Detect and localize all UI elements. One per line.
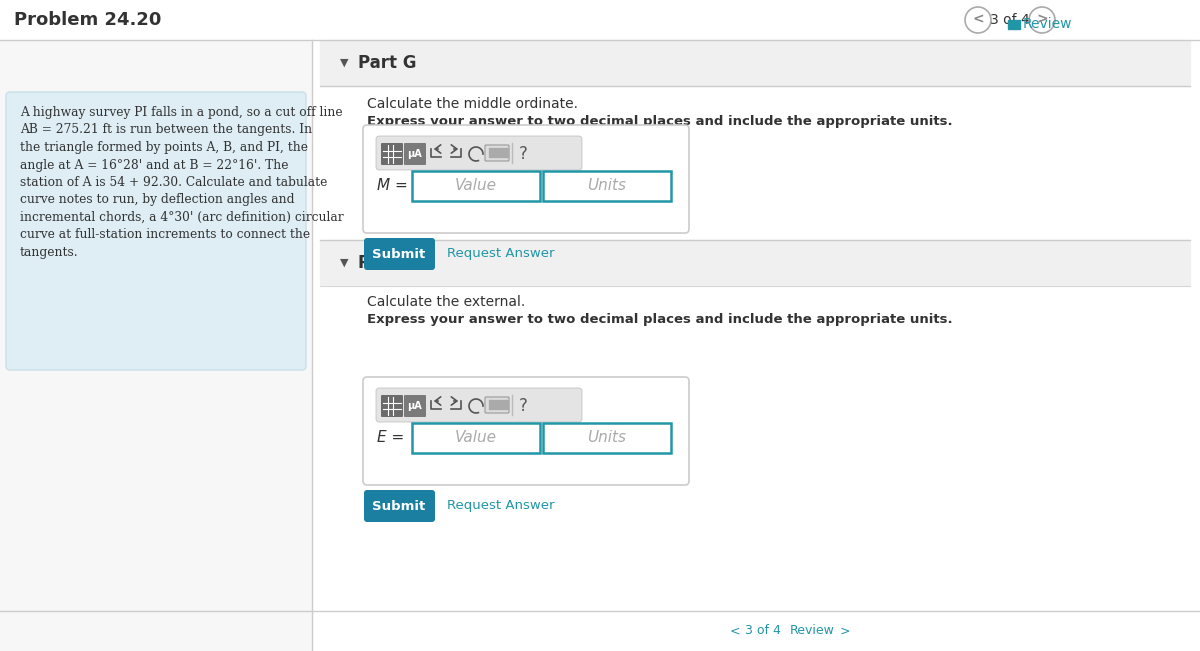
Bar <box>499 148 503 150</box>
Bar <box>504 151 508 154</box>
Bar <box>494 148 498 150</box>
Bar <box>412 171 540 201</box>
Text: Submit: Submit <box>372 499 426 512</box>
Bar <box>1008 20 1020 29</box>
Bar <box>0 40 312 651</box>
Bar <box>504 154 508 157</box>
Text: >: > <box>1036 12 1048 27</box>
Bar <box>412 423 540 453</box>
FancyBboxPatch shape <box>404 143 426 165</box>
Bar <box>504 406 508 409</box>
FancyBboxPatch shape <box>485 397 509 413</box>
Bar <box>504 148 508 150</box>
Bar <box>494 400 498 402</box>
Bar <box>490 403 492 406</box>
Text: Request Answer: Request Answer <box>446 247 554 260</box>
FancyBboxPatch shape <box>485 145 509 161</box>
Text: >: > <box>840 624 851 637</box>
FancyBboxPatch shape <box>376 136 582 170</box>
FancyBboxPatch shape <box>382 143 403 165</box>
Text: AB = 275.21 ft is run between the tangents. In: AB = 275.21 ft is run between the tangen… <box>20 124 312 137</box>
Text: M =: M = <box>377 178 408 193</box>
Bar <box>490 154 492 157</box>
Bar <box>490 148 492 150</box>
Text: 3 of 4: 3 of 4 <box>745 624 781 637</box>
Bar <box>504 403 508 406</box>
Bar <box>499 406 503 409</box>
Text: ?: ? <box>518 397 528 415</box>
Bar <box>320 240 1190 286</box>
Bar <box>494 151 498 154</box>
Text: Value: Value <box>455 430 497 445</box>
FancyBboxPatch shape <box>364 238 436 270</box>
Bar <box>499 400 503 402</box>
Text: μA: μA <box>408 401 422 411</box>
FancyBboxPatch shape <box>382 395 403 417</box>
Text: Units: Units <box>588 178 626 193</box>
FancyBboxPatch shape <box>6 92 306 370</box>
Text: tangents.: tangents. <box>20 246 79 259</box>
Bar <box>494 406 498 409</box>
FancyBboxPatch shape <box>404 395 426 417</box>
Bar <box>499 403 503 406</box>
Text: Part G: Part G <box>358 54 416 72</box>
Bar <box>494 403 498 406</box>
Text: Request Answer: Request Answer <box>446 499 554 512</box>
Bar <box>0 0 1200 40</box>
Bar <box>499 154 503 157</box>
Text: <: < <box>972 12 984 27</box>
Text: incremental chords, a 4°30' (arc definition) circular: incremental chords, a 4°30' (arc definit… <box>20 211 343 224</box>
FancyBboxPatch shape <box>376 388 582 422</box>
Bar <box>499 151 503 154</box>
Text: curve notes to run, by deflection angles and: curve notes to run, by deflection angles… <box>20 193 294 206</box>
Bar <box>490 151 492 154</box>
Text: <: < <box>730 624 740 637</box>
Text: Part H: Part H <box>358 254 416 272</box>
Text: Value: Value <box>455 178 497 193</box>
Text: μA: μA <box>408 149 422 159</box>
Text: curve at full-station increments to connect the: curve at full-station increments to conn… <box>20 229 310 242</box>
Text: Express your answer to two decimal places and include the appropriate units.: Express your answer to two decimal place… <box>367 313 953 326</box>
Bar <box>542 171 671 201</box>
Text: 3 of 4: 3 of 4 <box>990 13 1030 27</box>
FancyBboxPatch shape <box>364 377 689 485</box>
Bar <box>504 400 508 402</box>
FancyBboxPatch shape <box>364 490 436 522</box>
Bar <box>542 423 671 453</box>
Text: Problem 24.20: Problem 24.20 <box>14 11 161 29</box>
Bar <box>320 40 1190 86</box>
Text: angle at A = 16°28' and at B = 22°16'. The: angle at A = 16°28' and at B = 22°16'. T… <box>20 158 288 171</box>
Text: the triangle formed by points A, B, and PI, the: the triangle formed by points A, B, and … <box>20 141 308 154</box>
FancyBboxPatch shape <box>364 125 689 233</box>
Bar <box>490 406 492 409</box>
Text: Submit: Submit <box>372 247 426 260</box>
Text: ▼: ▼ <box>340 58 348 68</box>
Text: Units: Units <box>588 430 626 445</box>
Bar <box>494 154 498 157</box>
Text: Express your answer to two decimal places and include the appropriate units.: Express your answer to two decimal place… <box>367 115 953 128</box>
Text: Review: Review <box>790 624 835 637</box>
Text: station of A is 54 + 92.30. Calculate and tabulate: station of A is 54 + 92.30. Calculate an… <box>20 176 328 189</box>
Bar <box>490 400 492 402</box>
Text: Review: Review <box>1022 17 1073 31</box>
Text: A highway survey PI falls in a pond, so a cut off line: A highway survey PI falls in a pond, so … <box>20 106 343 119</box>
Text: ▼: ▼ <box>340 258 348 268</box>
Text: Calculate the middle ordinate.: Calculate the middle ordinate. <box>367 97 578 111</box>
Text: E =: E = <box>377 430 404 445</box>
Text: Calculate the external.: Calculate the external. <box>367 295 526 309</box>
Text: ?: ? <box>518 145 528 163</box>
